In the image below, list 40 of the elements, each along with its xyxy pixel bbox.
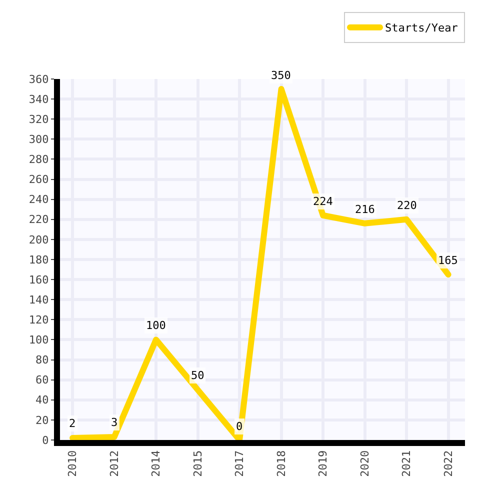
data-label: 220 [397,199,417,212]
y-tick-label: 240 [28,193,49,206]
y-tick-label: 180 [28,253,49,266]
y-tick-label: 160 [28,273,49,286]
x-tick-label: 2017 [233,450,246,477]
y-tick-label: 280 [28,153,49,166]
data-label: 216 [355,203,375,216]
x-tick-label: 2019 [316,450,330,477]
y-tick-label: 300 [28,133,49,146]
x-tick-label: 2012 [108,450,121,477]
y-tick-label: 260 [28,173,49,186]
x-tick-label: 2022 [442,450,455,477]
y-tick-label: 360 [28,72,49,86]
y-tick-label: 340 [28,92,49,106]
x-tick-label: 2015 [191,450,204,477]
legend-label: Starts/Year [385,22,458,35]
y-tick-label: 20 [36,414,49,427]
data-label: 0 [236,420,243,433]
y-tick-label: 320 [28,112,49,126]
y-tick-label: 80 [36,354,49,367]
y-tick-label: 120 [28,314,49,327]
x-tick-label: 2018 [274,450,288,477]
y-tick-label: 60 [36,374,49,387]
y-tick-label: 100 [28,334,49,347]
data-label: 2 [69,417,76,430]
y-tick-label: 140 [28,293,49,306]
y-tick-label: 200 [28,233,49,246]
x-tick-label: 2020 [358,450,372,477]
y-tick-label: 40 [36,394,49,407]
data-label: 224 [313,195,334,208]
x-tick-label: 2010 [66,450,80,477]
x-tick-label: 2014 [150,450,163,477]
y-tick-label: 220 [28,213,49,226]
data-label: 165 [438,254,458,267]
data-label: 50 [191,369,204,382]
data-label: 350 [271,69,291,82]
y-tick-label: 0 [42,434,49,447]
data-label: 3 [111,416,118,429]
x-tick-label: 2021 [400,450,414,477]
data-label: 100 [146,319,166,332]
